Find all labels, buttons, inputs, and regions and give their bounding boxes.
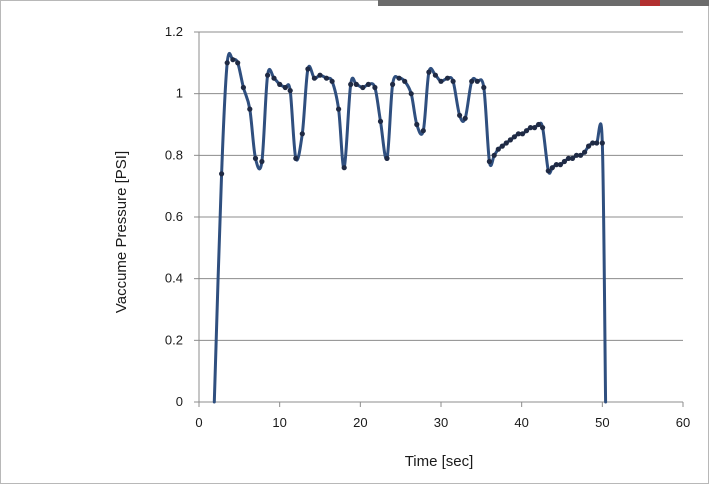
x-tick-label: 30 bbox=[434, 415, 448, 430]
data-point bbox=[519, 131, 526, 137]
data-point bbox=[408, 91, 414, 97]
data-point bbox=[402, 78, 408, 84]
data-point bbox=[569, 155, 576, 161]
data-point bbox=[360, 84, 366, 91]
data-point bbox=[365, 81, 371, 87]
data-point bbox=[553, 162, 560, 168]
data-point bbox=[341, 165, 347, 171]
data-point bbox=[384, 155, 390, 161]
data-point bbox=[495, 146, 501, 152]
data-point bbox=[532, 125, 538, 131]
data-point bbox=[287, 88, 293, 94]
data-point bbox=[219, 171, 225, 177]
data-point bbox=[511, 134, 517, 140]
data-point bbox=[224, 60, 230, 66]
data-point bbox=[474, 78, 480, 84]
data-point bbox=[503, 140, 509, 146]
gridlines bbox=[194, 31, 684, 407]
data-point bbox=[299, 131, 305, 137]
data-point bbox=[323, 75, 330, 81]
data-point bbox=[462, 115, 468, 121]
data-point bbox=[565, 155, 572, 161]
photo-corner-accent bbox=[640, 0, 660, 6]
data-point bbox=[438, 78, 444, 84]
data-point bbox=[372, 84, 378, 91]
data-point bbox=[377, 118, 384, 124]
data-point bbox=[247, 106, 253, 112]
data-point bbox=[527, 125, 534, 131]
data-point bbox=[420, 128, 426, 134]
data-point bbox=[317, 72, 323, 78]
data-point bbox=[305, 66, 311, 72]
x-tick-label: 20 bbox=[353, 415, 367, 430]
data-point bbox=[481, 84, 487, 91]
data-point bbox=[265, 72, 271, 78]
data-point bbox=[414, 121, 420, 128]
y-axis-title: Vaccume Pressure [PSI] bbox=[113, 151, 130, 313]
x-tick-label: 10 bbox=[272, 415, 286, 430]
data-point bbox=[457, 112, 463, 118]
data-point bbox=[252, 155, 259, 161]
y-tick-label: 1 bbox=[176, 86, 183, 101]
photo-corner bbox=[378, 0, 709, 6]
data-point bbox=[515, 131, 522, 137]
data-point bbox=[582, 149, 588, 155]
x-tick-label: 40 bbox=[514, 415, 528, 430]
data-point bbox=[259, 158, 265, 165]
data-point bbox=[586, 143, 592, 149]
data-point bbox=[348, 81, 354, 87]
data-point bbox=[230, 57, 236, 63]
y-tick-label: 1.2 bbox=[165, 24, 183, 39]
y-tick-label: 0.8 bbox=[165, 147, 183, 162]
data-point bbox=[573, 152, 580, 158]
data-point bbox=[590, 140, 596, 146]
data-point bbox=[578, 152, 584, 158]
data-point bbox=[432, 72, 438, 78]
data-point bbox=[235, 60, 241, 66]
data-point bbox=[329, 78, 335, 84]
data-point bbox=[353, 81, 359, 87]
y-tick-label: 0 bbox=[176, 394, 183, 409]
data-point bbox=[336, 106, 342, 112]
data-point bbox=[545, 168, 551, 174]
x-axis-title: Time [sec] bbox=[405, 453, 474, 470]
data-point bbox=[282, 84, 288, 91]
data-point bbox=[390, 81, 396, 87]
data-point bbox=[557, 162, 564, 168]
data-point bbox=[426, 69, 432, 75]
y-tick-label: 0.6 bbox=[165, 209, 183, 224]
x-tick-label: 50 bbox=[595, 415, 609, 430]
x-tick-label: 60 bbox=[676, 415, 690, 430]
data-point bbox=[396, 75, 402, 81]
data-point bbox=[549, 165, 555, 171]
data-point bbox=[599, 140, 605, 146]
data-series bbox=[212, 51, 608, 404]
data-point bbox=[486, 158, 492, 165]
data-point bbox=[271, 75, 277, 81]
data-point bbox=[240, 84, 246, 91]
y-tick-label: 0.4 bbox=[165, 271, 183, 286]
data-point bbox=[293, 155, 299, 161]
data-point bbox=[450, 78, 456, 84]
x-tick-label: 0 bbox=[195, 415, 202, 430]
data-point bbox=[444, 75, 451, 81]
data-point bbox=[277, 81, 283, 87]
data-point bbox=[523, 128, 530, 134]
data-point bbox=[561, 158, 568, 165]
data-point bbox=[499, 143, 505, 149]
data-point bbox=[491, 152, 497, 158]
tick-labels: 0 0.2 0.4 0.6 0.8 1 1.2 0 10 20 30 40 50 60 bbox=[165, 24, 690, 430]
data-point bbox=[469, 78, 475, 84]
data-point bbox=[540, 125, 546, 131]
y-tick-label: 0.2 bbox=[165, 332, 183, 347]
data-point bbox=[311, 75, 317, 81]
data-point bbox=[594, 140, 600, 146]
data-point bbox=[507, 137, 513, 143]
data-point bbox=[536, 121, 542, 128]
